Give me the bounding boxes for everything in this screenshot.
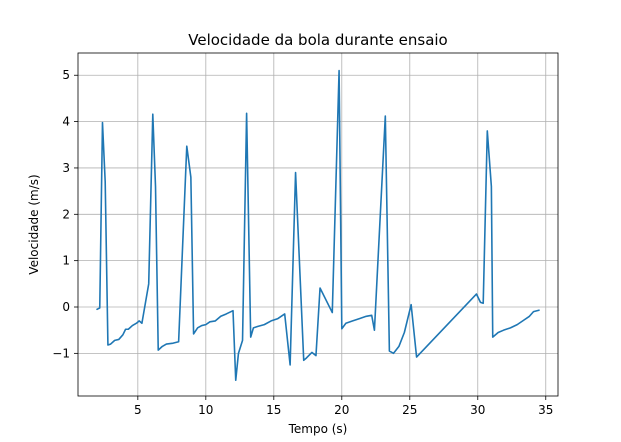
x-axis-label: Tempo (s) [288,422,348,436]
plot-frame [77,52,559,397]
y-tick-label: −1 [52,346,70,360]
x-tick-label: 35 [538,403,553,417]
y-axis-label: Velocidade (m/s) [27,174,41,274]
series-layer [96,69,540,382]
grid-lines [78,53,558,396]
x-tick-label: 5 [134,403,142,417]
series-line-0 [96,69,540,382]
chart-title: Velocidade da bola durante ensaio [188,31,447,49]
x-tick-label: 10 [198,403,213,417]
x-tick-label: 15 [266,403,281,417]
x-tick-label: 30 [470,403,485,417]
y-tick-label: 0 [62,300,70,314]
y-tick-label: 5 [62,68,70,82]
y-tick-label: 1 [62,254,70,268]
axis-ticks: 5 10 15 20 25 30 35 −1 0 1 2 3 4 5 [52,68,553,417]
x-tick-label: 20 [334,403,349,417]
y-tick-label: 4 [62,115,70,129]
y-tick-label: 2 [62,207,70,221]
x-tick-label: 25 [402,403,417,417]
y-tick-label: 3 [62,161,70,175]
